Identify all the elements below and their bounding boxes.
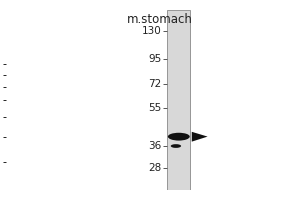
- Text: 55: 55: [148, 103, 161, 113]
- Ellipse shape: [171, 144, 181, 148]
- Text: 36: 36: [148, 141, 161, 151]
- Text: m.stomach: m.stomach: [127, 13, 193, 26]
- Text: 72: 72: [148, 79, 161, 89]
- Text: 28: 28: [148, 163, 161, 173]
- Ellipse shape: [168, 133, 190, 141]
- Polygon shape: [192, 132, 208, 142]
- Text: 130: 130: [142, 26, 161, 36]
- Text: 95: 95: [148, 54, 161, 64]
- Bar: [167, 10, 190, 190]
